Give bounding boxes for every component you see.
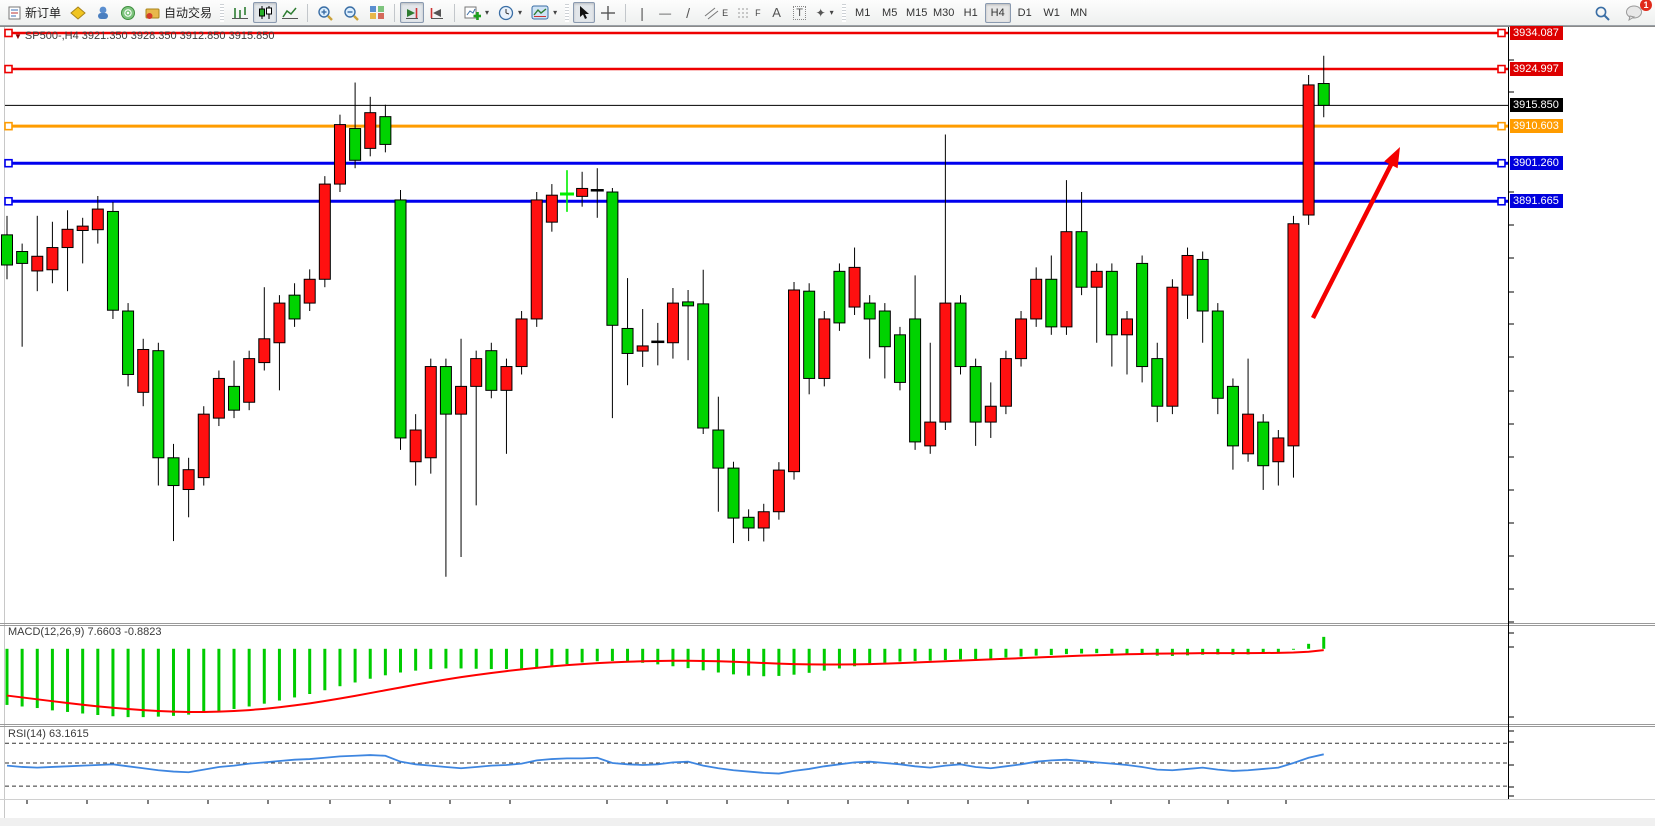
dropdown-caret-icon: ▾ (829, 8, 834, 17)
candles-layer (1, 55, 1330, 577)
zoom-in-icon (317, 5, 334, 21)
periods-button[interactable]: ▾ (494, 2, 526, 23)
rsi-layer (5, 742, 1508, 787)
vertical-line-tool-button[interactable]: | (640, 4, 644, 21)
timeframe-m5[interactable]: M5 (882, 6, 898, 19)
fibonacci-icon (737, 6, 752, 20)
price-badge: 3891.665 (1510, 194, 1563, 209)
new-order-button[interactable]: 新订单 (4, 2, 65, 23)
dropdown-caret-icon: ▾ (553, 8, 558, 17)
horizontal-line-tool-button[interactable]: — (659, 5, 672, 20)
community-icon (95, 5, 111, 20)
price-badge: 3910.603 (1510, 119, 1563, 134)
rsi-indicator-label: RSI(14) 63.1615 (8, 728, 89, 740)
line-chart-button[interactable] (278, 2, 302, 23)
chart-ohlc-text: SP500-,H4 3921.350 3928.350 3912.850 391… (24, 30, 275, 42)
toolbar-separator (625, 3, 627, 22)
chat-button[interactable]: 1 (1621, 0, 1652, 23)
tile-windows-button[interactable] (365, 2, 389, 23)
toolbar-grip (565, 3, 570, 22)
text-tool-button[interactable]: A (772, 5, 781, 20)
arrows-icon: ✦ (815, 5, 826, 20)
timeframe-m15[interactable]: M15 (905, 6, 928, 19)
toolbar-separator (454, 3, 456, 22)
crosshair-icon (600, 5, 616, 21)
auto-scroll-icon (404, 5, 420, 20)
signals-button[interactable] (116, 2, 140, 23)
bar-chart-button[interactable] (228, 2, 252, 23)
toolbar-separator (394, 3, 396, 22)
fibo-label: F (755, 7, 761, 18)
chart-shift-icon (429, 5, 445, 20)
periods-clock-icon (498, 5, 514, 21)
new-order-icon (8, 6, 22, 20)
templates-icon (531, 5, 549, 20)
timeframe-w1[interactable]: W1 (1043, 6, 1060, 19)
timeframe-group: M1 M5 M15 M30 H1 H4 D1 W1 MN (850, 2, 1092, 23)
macd-indicator-label: MACD(12,26,9) 7.6603 -0.8823 (8, 626, 162, 638)
price-badge: 3901.260 (1510, 156, 1563, 171)
toolbar-right: 1 (1590, 0, 1652, 23)
text-label-tool-button[interactable]: T (789, 2, 811, 23)
market-watch-button[interactable] (66, 2, 90, 23)
auto-trading-icon (145, 6, 161, 20)
trendline-tool-button[interactable]: / (686, 4, 691, 21)
timeframe-d1[interactable]: D1 (1017, 6, 1032, 19)
timeframe-h4[interactable]: H4 (984, 2, 1011, 23)
channel-icon (704, 6, 719, 20)
channel-label: E (722, 7, 729, 18)
gold-icon (70, 5, 86, 20)
chat-bubble-icon (1625, 5, 1643, 21)
crosshair-tool-button[interactable] (596, 2, 620, 23)
equidistant-channel-tool-button[interactable]: E (700, 2, 732, 23)
cursor-icon (578, 5, 591, 20)
label-tool-glyph: T (793, 5, 806, 20)
signals-icon (120, 5, 136, 20)
timeframe-mn[interactable]: MN (1070, 6, 1088, 19)
indicators-button[interactable]: ▾ (460, 2, 493, 23)
auto-scroll-button[interactable] (400, 2, 425, 23)
price-badge: 3924.997 (1510, 62, 1563, 77)
toolbar-grip (220, 3, 225, 22)
search-icon (1594, 5, 1611, 21)
macd-layer (5, 636, 1326, 718)
chart-shift-button[interactable] (425, 2, 449, 23)
search-button[interactable] (1590, 2, 1615, 23)
timeframe-m1[interactable]: M1 (855, 6, 871, 19)
chat-unread-badge: 1 (1640, 0, 1652, 11)
arrows-tool-button[interactable]: ✦ ▾ (812, 2, 838, 23)
tile-windows-icon (369, 5, 385, 20)
fibonacci-tool-button[interactable]: F (733, 2, 765, 23)
price-badge: 3934.087 (1510, 26, 1563, 40)
templates-button[interactable]: ▾ (527, 2, 561, 23)
zoom-out-icon (343, 5, 360, 21)
dropdown-caret-icon: ▾ (485, 8, 490, 17)
auto-trading-label: 自动交易 (164, 6, 213, 20)
timeframe-h1[interactable]: H1 (963, 6, 978, 19)
toolbar-separator (307, 3, 309, 22)
line-chart-icon (282, 5, 299, 20)
auto-trading-button[interactable]: 自动交易 (141, 2, 216, 23)
timeframe-m30[interactable]: M30 (932, 6, 955, 19)
toolbar: 新订单 自动交易 ▾ ▾ ▾ | — / E F A T ✦ ▾ M1 M5 M15 M… (0, 0, 1655, 26)
candlestick-chart-icon (257, 5, 273, 20)
bar-chart-icon (232, 5, 249, 20)
horizontal-lines (4, 28, 1508, 206)
community-button[interactable] (91, 2, 115, 23)
chart-symbol-info: ▼ SP500-,H4 3921.350 3928.350 3912.850 39… (14, 30, 274, 42)
zoom-in-button[interactable] (313, 2, 338, 23)
price-badge: 3915.850 (1510, 98, 1563, 113)
dropdown-caret-icon: ▾ (518, 8, 523, 17)
new-order-label: 新订单 (25, 6, 62, 20)
indicators-icon (464, 5, 482, 21)
chart-collapse-icon[interactable]: ▼ (14, 32, 22, 41)
candlestick-chart-button[interactable] (253, 2, 278, 23)
zoom-out-button[interactable] (339, 2, 364, 23)
toolbar-grip (841, 3, 846, 22)
cursor-tool-button[interactable] (573, 2, 596, 23)
